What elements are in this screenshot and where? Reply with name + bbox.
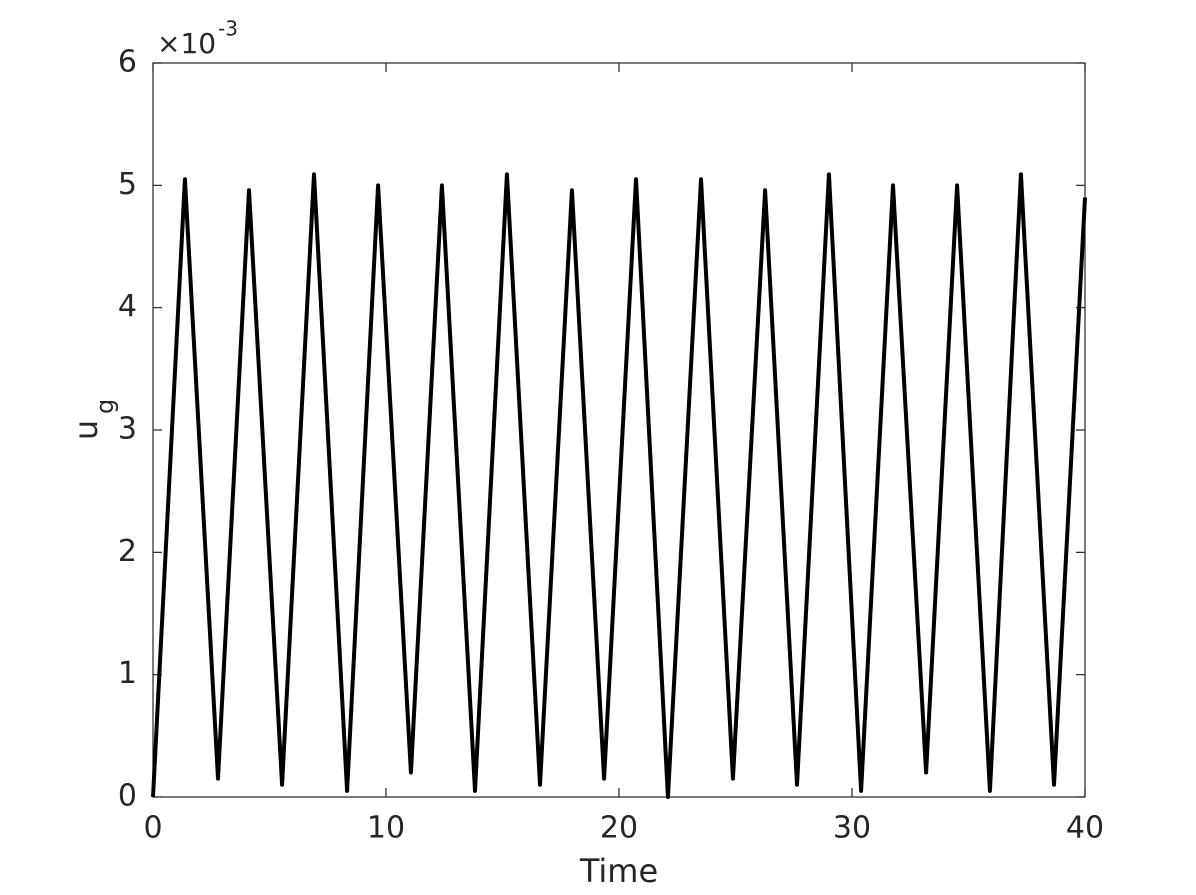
y-multiplier-exponent: -3 — [218, 17, 238, 41]
x-tick-label: 20 — [600, 811, 638, 846]
y-axis-label-subscript: g — [91, 399, 119, 414]
y-tick-label: 4 — [118, 289, 137, 324]
y-multiplier: ×10 — [157, 27, 216, 60]
y-tick-label: 1 — [118, 656, 137, 691]
x-tick-label: 0 — [143, 811, 162, 846]
y-axis-label: u — [67, 420, 105, 440]
x-tick-label: 10 — [367, 811, 405, 846]
x-tick-label: 40 — [1066, 811, 1104, 846]
data-line — [151, 172, 1087, 799]
x-axis-label: Time — [579, 852, 658, 890]
y-tick-label: 0 — [118, 779, 137, 814]
y-tick-label: 5 — [118, 167, 137, 202]
x-tick-label: 30 — [833, 811, 871, 846]
y-axis-label-group: u g — [67, 399, 119, 440]
y-tick-label: 3 — [118, 412, 137, 447]
y-tick-label: 6 — [118, 45, 137, 80]
y-tick-label: 2 — [118, 534, 137, 569]
